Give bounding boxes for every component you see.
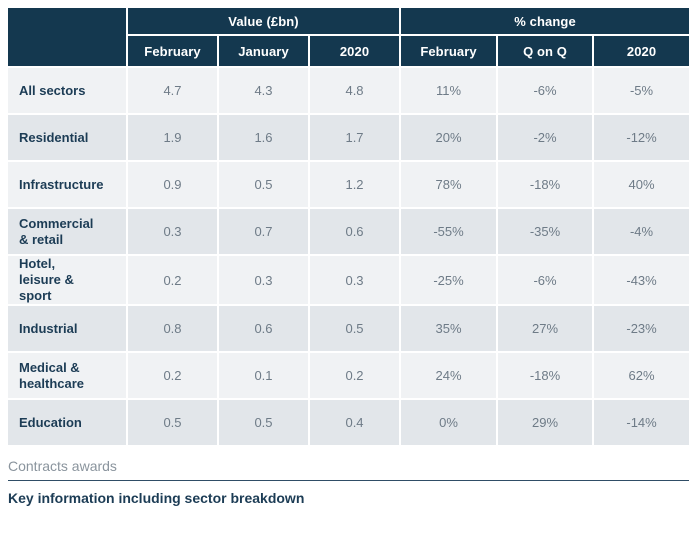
value-cell: 0% (401, 400, 497, 445)
value-cell: 0.6 (219, 306, 308, 351)
value-cell: 27% (498, 306, 593, 351)
value-cell: -4% (594, 209, 690, 254)
value-cell: -23% (594, 306, 690, 351)
value-cell: 4.7 (128, 68, 217, 113)
value-cell: 1.7 (310, 115, 400, 160)
value-cell: -6% (498, 68, 593, 113)
group-header-value: Value (£bn) (128, 8, 400, 34)
value-cell: 0.1 (219, 353, 308, 398)
value-cell: 0.5 (219, 162, 308, 207)
column-header-value-february: February (128, 36, 217, 66)
value-cell: -2% (498, 115, 593, 160)
value-cell: 0.7 (219, 209, 308, 254)
sector-label: Infrastructure (8, 162, 126, 207)
sector-label: Residential (8, 115, 126, 160)
table-row: Infrastructure 0.9 0.5 1.2 78% -18% 40% (8, 162, 690, 207)
table-row: Hotel, leisure & sport 0.2 0.3 0.3 -25% … (8, 256, 690, 304)
value-cell: -18% (498, 162, 593, 207)
value-cell: 1.2 (310, 162, 400, 207)
value-cell: -14% (594, 400, 690, 445)
value-cell: 35% (401, 306, 497, 351)
table-row: Education 0.5 0.5 0.4 0% 29% -14% (8, 400, 690, 445)
value-cell: -12% (594, 115, 690, 160)
value-cell: -18% (498, 353, 593, 398)
value-cell: 20% (401, 115, 497, 160)
contracts-awards-caption: Contracts awards (8, 458, 117, 474)
value-cell: -35% (498, 209, 593, 254)
value-cell: 0.5 (310, 306, 400, 351)
value-cell: -43% (594, 256, 690, 304)
value-cell: 11% (401, 68, 497, 113)
column-header-value-2020: 2020 (310, 36, 400, 66)
value-cell: 62% (594, 353, 690, 398)
value-cell: 0.3 (219, 256, 308, 304)
value-cell: 0.4 (310, 400, 400, 445)
value-cell: 0.8 (128, 306, 217, 351)
column-header-pct-qonq: Q on Q (498, 36, 593, 66)
divider-rule (8, 480, 689, 481)
sector-label: Industrial (8, 306, 126, 351)
value-cell: 24% (401, 353, 497, 398)
value-cell: 0.6 (310, 209, 400, 254)
value-cell: 0.5 (128, 400, 217, 445)
group-header-pct-change: % change (401, 8, 690, 34)
table-row: Residential 1.9 1.6 1.7 20% -2% -12% (8, 115, 690, 160)
value-cell: 1.6 (219, 115, 308, 160)
value-cell: 40% (594, 162, 690, 207)
table-row: All sectors 4.7 4.3 4.8 11% -6% -5% (8, 68, 690, 113)
column-header-pct-february: February (401, 36, 497, 66)
value-cell: 0.2 (310, 353, 400, 398)
value-cell: 0.3 (128, 209, 217, 254)
value-cell: -6% (498, 256, 593, 304)
value-cell: 1.9 (128, 115, 217, 160)
group-header-row: Value (£bn) % change (8, 8, 690, 66)
sector-label: All sectors (8, 68, 126, 113)
corner-cell (8, 8, 126, 66)
footer: Contracts awards Key information includi… (6, 458, 691, 506)
value-cell: -25% (401, 256, 497, 304)
value-cell: 0.5 (219, 400, 308, 445)
key-information-heading: Key information including sector breakdo… (8, 490, 305, 506)
value-cell: 0.2 (128, 256, 217, 304)
table-row: Industrial 0.8 0.6 0.5 35% 27% -23% (8, 306, 690, 351)
column-header-row: February January 2020 February Q on Q 20… (8, 36, 690, 66)
sector-breakdown-table: Value (£bn) % change February January 20… (6, 6, 691, 447)
value-cell: 29% (498, 400, 593, 445)
sector-label: Medical & healthcare (8, 353, 126, 398)
value-cell: 0.3 (310, 256, 400, 304)
column-header-value-january: January (219, 36, 308, 66)
table-row: Commercial & retail 0.3 0.7 0.6 -55% -35… (8, 209, 690, 254)
value-cell: -5% (594, 68, 690, 113)
value-cell: -55% (401, 209, 497, 254)
sector-label: Commercial & retail (8, 209, 126, 254)
value-cell: 4.8 (310, 68, 400, 113)
column-header-pct-2020: 2020 (594, 36, 690, 66)
sector-label: Hotel, leisure & sport (8, 256, 126, 304)
value-cell: 4.3 (219, 68, 308, 113)
sector-label: Education (8, 400, 126, 445)
table-row: Medical & healthcare 0.2 0.1 0.2 24% -18… (8, 353, 690, 398)
value-cell: 0.9 (128, 162, 217, 207)
value-cell: 78% (401, 162, 497, 207)
value-cell: 0.2 (128, 353, 217, 398)
